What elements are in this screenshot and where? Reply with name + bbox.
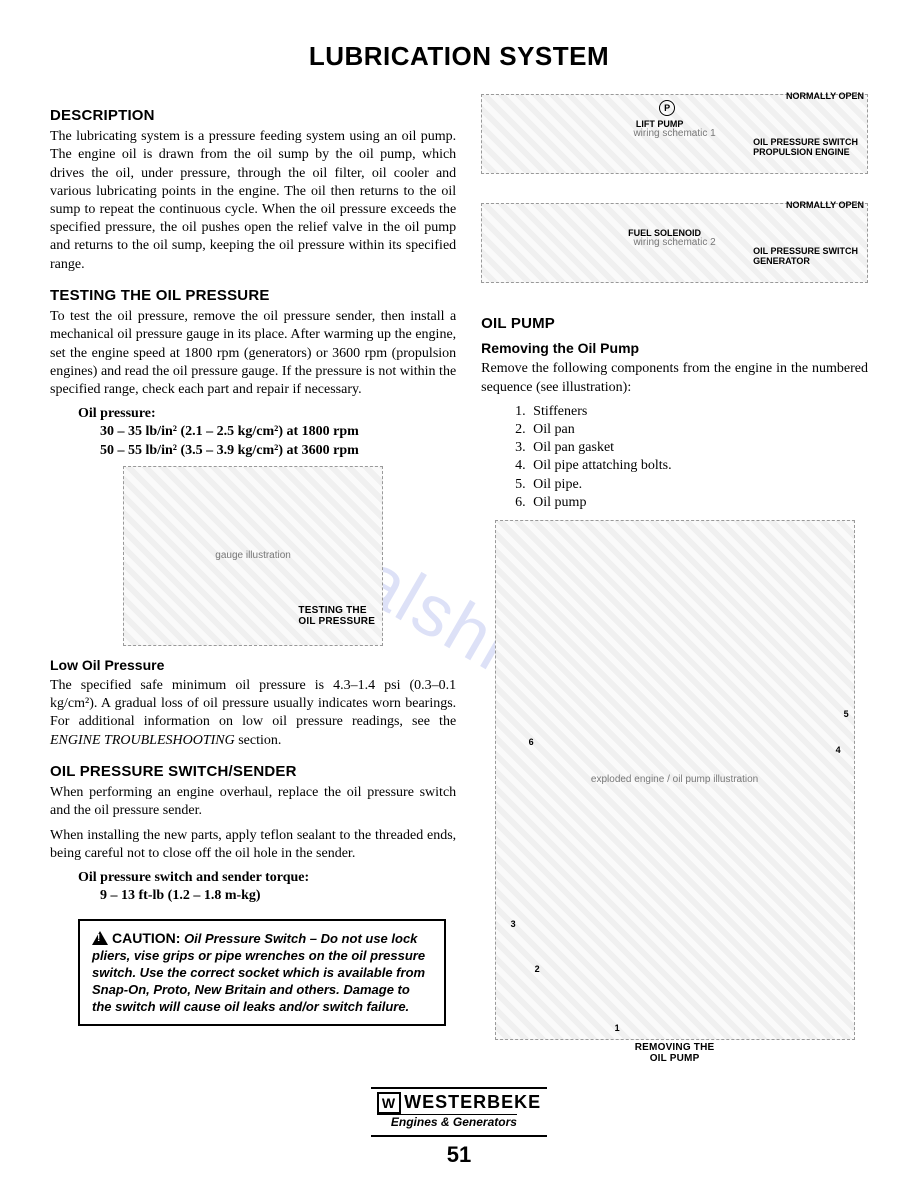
low-oil-body-a: The specified safe minimum oil pressure … bbox=[50, 678, 456, 729]
callout-1: 1 bbox=[615, 1024, 620, 1034]
wiring1-p-symbol: P bbox=[659, 100, 675, 116]
wiring2-fuel-solenoid: FUEL SOLENOID bbox=[628, 229, 701, 239]
switch-p2: When installing the new parts, apply tef… bbox=[50, 827, 456, 863]
oil-pump-figure-caption: REMOVING THE OIL PUMP bbox=[635, 1042, 715, 1065]
page-title: LUBRICATION SYSTEM bbox=[50, 40, 868, 74]
removal-item: Oil pump bbox=[529, 494, 868, 512]
wiring2-illustration: wiring schematic 2 bbox=[481, 203, 868, 283]
callout-5: 5 bbox=[844, 710, 849, 720]
wiring-schematic-2: wiring schematic 2 NORMALLY OPEN FUEL SO… bbox=[481, 203, 868, 288]
wiring1-lift-pump: LIFT PUMP bbox=[636, 120, 684, 130]
oil-pressure-spec-label: Oil pressure: bbox=[78, 405, 456, 423]
warning-icon bbox=[92, 931, 108, 945]
description-head: DESCRIPTION bbox=[50, 106, 456, 126]
callout-6: 6 bbox=[529, 738, 534, 748]
testing-body: To test the oil pressure, remove the oil… bbox=[50, 308, 456, 399]
oil-pump-head: OIL PUMP bbox=[481, 314, 868, 334]
brand-name-text: WESTERBEKE bbox=[404, 1092, 541, 1112]
removal-item: Oil pipe attatching bolts. bbox=[529, 457, 868, 475]
testing-head: TESTING THE OIL PRESSURE bbox=[50, 286, 456, 306]
removal-item: Oil pan bbox=[529, 421, 868, 439]
low-oil-body-ref: ENGINE TROUBLESHOOTING bbox=[50, 733, 235, 748]
two-column-layout: DESCRIPTION The lubricating system is a … bbox=[50, 94, 868, 1075]
removal-item: Oil pipe. bbox=[529, 476, 868, 494]
low-oil-body-b: section. bbox=[235, 733, 282, 748]
low-oil-head: Low Oil Pressure bbox=[50, 656, 456, 674]
torque-label: Oil pressure switch and sender torque: bbox=[78, 869, 456, 887]
torque-value: 9 – 13 ft-lb (1.2 – 1.8 m-kg) bbox=[100, 887, 456, 905]
wiring1-normally-open: NORMALLY OPEN bbox=[786, 92, 864, 102]
oil-pressure-spec-1: 30 – 35 lb/in² (2.1 – 2.5 kg/cm²) at 180… bbox=[100, 423, 456, 441]
removal-list: Stiffeners Oil pan Oil pan gasket Oil pi… bbox=[481, 403, 868, 512]
switch-p1: When performing an engine overhaul, repl… bbox=[50, 784, 456, 820]
wiring2-normally-open: NORMALLY OPEN bbox=[786, 201, 864, 211]
brand-name: WWESTERBEKE bbox=[377, 1092, 541, 1112]
testing-pressure-figure: gauge illustration TESTING THE OIL PRESS… bbox=[50, 466, 456, 646]
page: manualshive.com LUBRICATION SYSTEM DESCR… bbox=[50, 40, 868, 1169]
caution-box: CAUTION: Oil Pressure Switch – Do not us… bbox=[78, 919, 446, 1025]
description-body: The lubricating system is a pressure fee… bbox=[50, 128, 456, 274]
callout-2: 2 bbox=[535, 965, 540, 975]
removal-item: Stiffeners bbox=[529, 403, 868, 421]
exploded-illustration: exploded engine / oil pump illustration bbox=[495, 520, 855, 1040]
removing-oil-pump-head: Removing the Oil Pump bbox=[481, 339, 868, 357]
removing-oil-pump-intro: Remove the following components from the… bbox=[481, 360, 868, 396]
brand-box: WWESTERBEKE Engines & Generators bbox=[371, 1087, 547, 1137]
caution-label: CAUTION: bbox=[112, 930, 180, 946]
brand-tagline: Engines & Generators bbox=[377, 1114, 517, 1131]
oil-pressure-spec-2: 50 – 55 lb/in² (3.5 – 3.9 kg/cm²) at 360… bbox=[100, 442, 456, 460]
removal-item: Oil pan gasket bbox=[529, 439, 868, 457]
callout-4: 4 bbox=[836, 746, 841, 756]
switch-head: OIL PRESSURE SWITCH/SENDER bbox=[50, 762, 456, 782]
left-column: DESCRIPTION The lubricating system is a … bbox=[50, 94, 456, 1075]
callout-3: 3 bbox=[511, 920, 516, 930]
wiring2-switch-label: OIL PRESSURE SWITCH GENERATOR bbox=[753, 247, 858, 267]
wiring-schematic-1: wiring schematic 1 NORMALLY OPEN P LIFT … bbox=[481, 94, 868, 179]
page-footer: WWESTERBEKE Engines & Generators 51 bbox=[50, 1087, 868, 1169]
right-column: wiring schematic 1 NORMALLY OPEN P LIFT … bbox=[481, 94, 868, 1075]
page-number: 51 bbox=[50, 1141, 868, 1170]
testing-pressure-caption: TESTING THE OIL PRESSURE bbox=[298, 605, 375, 628]
brand-logo-mark: W bbox=[377, 1092, 401, 1114]
low-oil-body: The specified safe minimum oil pressure … bbox=[50, 677, 456, 750]
oil-pump-exploded-figure: exploded engine / oil pump illustration … bbox=[481, 520, 868, 1065]
wiring1-switch-label: OIL PRESSURE SWITCH PROPULSION ENGINE bbox=[753, 138, 858, 158]
